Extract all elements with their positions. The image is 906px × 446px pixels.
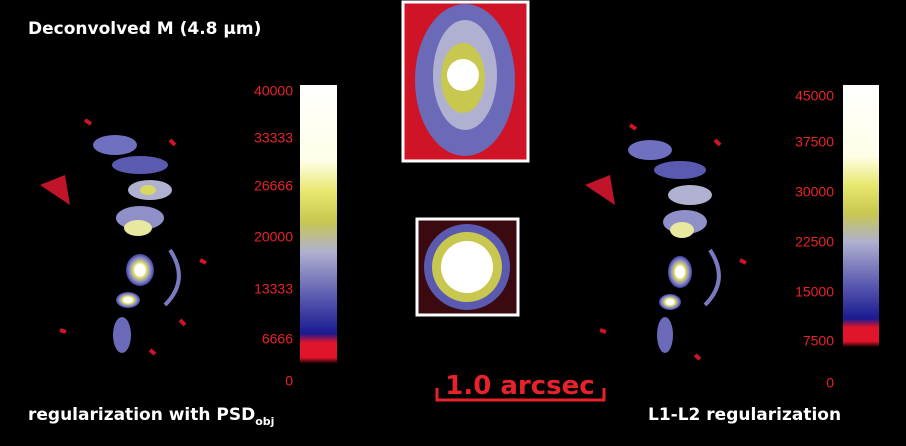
top-inset [403,2,528,161]
scale-bar: 1.0 arcsec [437,371,604,401]
colorbar-tick: 0 [285,373,293,389]
colorbar-tick: 20000 [254,229,293,245]
psf-inset [417,219,518,315]
colorbar-tick: 22500 [795,234,834,250]
colorbar-tick: 15000 [795,284,834,300]
colorbar-tick: 0 [826,375,834,391]
left-caption: regularization with PSDobj [28,405,274,428]
colorbar-tick: 45000 [795,88,834,104]
right-caption: L1-L2 regularization [648,405,841,425]
colorbar-tick: 40000 [254,83,293,99]
right-colorbar [843,85,879,370]
colorbar-tick: 37500 [795,134,834,150]
colorbar-tick: 6666 [262,331,293,347]
colorbar-tick: 7500 [803,333,834,349]
left-colorbar [300,85,337,388]
figure: Deconvolved M (4.8 µm) 40000 33333 26666… [0,0,906,446]
colorbar-tick: 33333 [254,130,293,146]
colorbar-tick: 13333 [254,281,293,297]
title: Deconvolved M (4.8 µm) [28,19,261,39]
scale-label: 1.0 arcsec [445,371,594,401]
colorbar-tick: 30000 [795,184,834,200]
colorbar-tick: 26666 [254,178,293,194]
